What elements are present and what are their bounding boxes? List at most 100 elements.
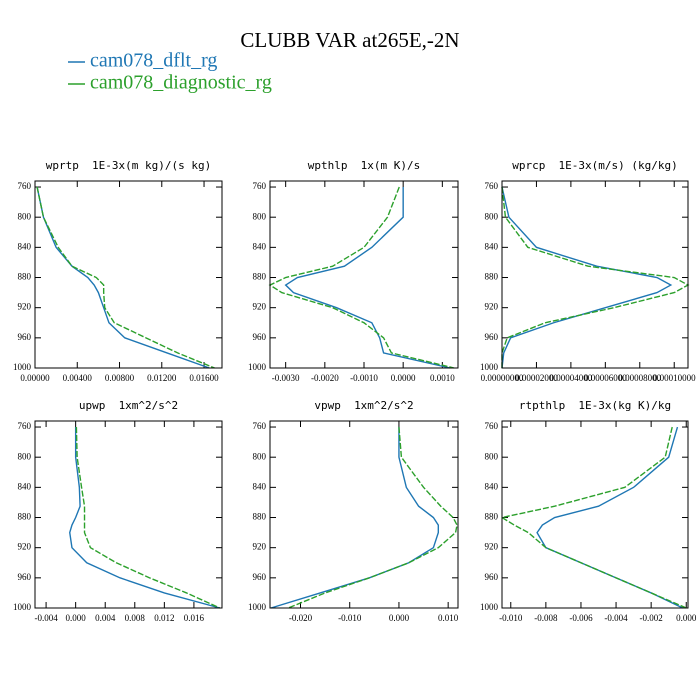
x-tick-label: 0.00010000: [653, 373, 696, 383]
x-tick-label: 0.01200: [147, 373, 177, 383]
series-line: [268, 186, 455, 369]
y-tick-label: 800: [253, 451, 267, 461]
y-tick-label: 800: [485, 451, 499, 461]
x-tick-label: 0.0000: [391, 373, 416, 383]
x-tick-label: 0.00000: [20, 373, 50, 383]
series-line: [284, 187, 451, 369]
x-tick-label: -0.004: [604, 613, 628, 623]
x-tick-label: -0.010: [499, 613, 523, 623]
x-tick-label: -0.0020: [311, 373, 339, 383]
y-tick-label: 960: [253, 572, 267, 582]
x-tick-label: 0.000: [676, 613, 697, 623]
y-tick-label: 840: [253, 481, 267, 491]
y-tick-label: 760: [253, 181, 267, 191]
y-tick-label: 800: [18, 211, 32, 221]
y-tick-label: 880: [485, 512, 499, 522]
x-tick-label: 0.00008000: [618, 373, 661, 383]
panel-title: wprtp 1E-3x(m kg)/(s kg): [46, 159, 212, 172]
y-tick-label: 1000: [13, 602, 32, 612]
y-tick-label: 800: [18, 451, 32, 461]
panel-title: rtpthlp 1E-3x(kg K)/kg: [519, 399, 671, 412]
y-tick-label: 960: [485, 332, 499, 342]
y-tick-label: 840: [18, 241, 32, 251]
x-tick-label: 0.000: [66, 613, 87, 623]
y-tick-label: 960: [18, 572, 32, 582]
x-tick-label: 0.00400: [63, 373, 93, 383]
panel-title: vpwp 1xm^2/s^2: [314, 399, 413, 412]
y-tick-label: 880: [253, 272, 267, 282]
x-tick-label: 0.004: [95, 613, 116, 623]
y-tick-label: 1000: [13, 362, 32, 372]
y-tick-label: 800: [485, 211, 499, 221]
x-tick-label: 0.016: [184, 613, 205, 623]
y-tick-label: 920: [485, 302, 499, 312]
series-line: [75, 427, 221, 609]
y-tick-label: 920: [18, 302, 32, 312]
plot-frame: [269, 420, 459, 609]
x-tick-label: -0.010: [338, 613, 362, 623]
series-line: [501, 186, 673, 369]
x-tick-label: 0.00000000: [481, 373, 524, 383]
plot-frame: [501, 180, 689, 369]
x-tick-label: -0.002: [640, 613, 663, 623]
x-tick-label: 0.008: [125, 613, 146, 623]
y-tick-label: 920: [485, 542, 499, 552]
y-tick-label: 800: [253, 211, 267, 221]
y-tick-label: 840: [485, 481, 499, 491]
x-tick-label: -0.0030: [272, 373, 300, 383]
y-tick-label: 760: [18, 181, 32, 191]
x-tick-label: 0.0010: [430, 373, 455, 383]
plot-frame: [269, 180, 459, 369]
y-tick-label: 960: [253, 332, 267, 342]
panel-title: wprcp 1E-3x(m/s) (kg/kg): [512, 159, 678, 172]
legend-label: cam078_dflt_rg: [90, 50, 217, 72]
y-tick-label: 760: [485, 421, 499, 431]
x-tick-label: -0.004: [34, 613, 58, 623]
y-tick-label: 880: [18, 272, 32, 282]
y-tick-label: 1000: [480, 602, 499, 612]
panel-title: wpthlp 1x(m K)/s: [308, 159, 421, 172]
x-tick-label: 0.010: [438, 613, 459, 623]
x-tick-label: 0.01600: [189, 373, 219, 383]
x-tick-label: 0.012: [154, 613, 174, 623]
x-tick-label: 0.00004000: [550, 373, 593, 383]
x-tick-label: 0.00002000: [515, 373, 558, 383]
legend-label: cam078_diagnostic_rg: [90, 72, 272, 94]
y-tick-label: 760: [485, 181, 499, 191]
x-tick-label: 0.000: [389, 613, 410, 623]
y-tick-label: 960: [485, 572, 499, 582]
panel-title: upwp 1xm^2/s^2: [79, 399, 178, 412]
y-tick-label: 1000: [248, 362, 267, 372]
series-line: [36, 186, 215, 369]
y-tick-label: 760: [253, 421, 267, 431]
x-tick-label: -0.0010: [350, 373, 378, 383]
y-tick-label: 920: [18, 542, 32, 552]
y-tick-label: 1000: [248, 602, 267, 612]
x-tick-label: -0.020: [289, 613, 313, 623]
series-line: [500, 426, 687, 609]
y-tick-label: 960: [18, 332, 32, 342]
x-tick-label: -0.006: [569, 613, 593, 623]
plot-frame: [34, 420, 223, 609]
x-tick-label: 0.00006000: [584, 373, 627, 383]
y-tick-label: 880: [485, 272, 499, 282]
y-tick-label: 920: [253, 302, 267, 312]
y-tick-label: 840: [18, 481, 32, 491]
x-tick-label: -0.008: [534, 613, 558, 623]
y-tick-label: 920: [253, 542, 267, 552]
series-line: [36, 186, 210, 369]
series-line: [501, 186, 690, 368]
y-tick-label: 840: [253, 241, 267, 251]
y-tick-label: 840: [485, 241, 499, 251]
series-line: [287, 426, 458, 609]
y-tick-label: 760: [18, 421, 32, 431]
plot-frame: [501, 420, 689, 609]
plot-frame: [34, 180, 223, 369]
y-tick-label: 880: [18, 512, 32, 522]
series-line: [69, 427, 220, 609]
y-tick-label: 880: [253, 512, 267, 522]
figure-title: CLUBB VAR at265E,-2N: [240, 28, 459, 52]
x-tick-label: 0.00800: [105, 373, 135, 383]
